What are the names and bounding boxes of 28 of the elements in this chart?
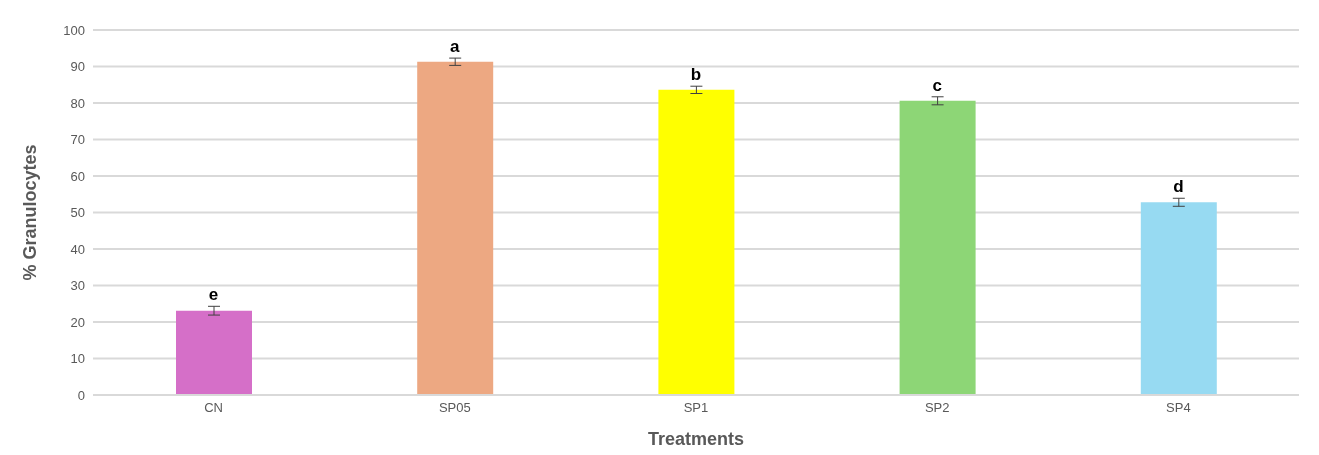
y-tick-label: 70: [70, 132, 85, 148]
y-tick-label: 10: [70, 351, 85, 367]
bar: [176, 310, 252, 395]
x-tick-label: SP05: [438, 400, 471, 416]
x-tick-label: CN: [204, 400, 223, 416]
y-tick-label: 0: [77, 387, 85, 403]
x-tick-label: SP1: [683, 400, 709, 416]
x-tick-label: SP2: [924, 400, 950, 416]
annotation: b: [690, 65, 702, 85]
bar: [899, 100, 976, 395]
bar: [1140, 202, 1217, 395]
y-tick-label: 80: [70, 95, 85, 111]
y-tick-label: 60: [70, 168, 85, 184]
y-tick-label: 20: [70, 314, 85, 330]
annotation: a: [450, 37, 461, 57]
y-tick-label: 40: [70, 241, 85, 257]
annotation: c: [932, 75, 942, 95]
annotation: d: [1173, 177, 1184, 197]
bar: [658, 89, 735, 395]
y-tick-label: 100: [63, 22, 85, 38]
x-axis-title: Treatments: [647, 429, 745, 449]
y-tick-label: 30: [70, 278, 85, 294]
annotation: e: [208, 285, 219, 305]
y-axis-title: % Granulocytes: [20, 144, 41, 281]
y-tick-label: 90: [70, 59, 85, 75]
y-tick-label: 50: [70, 205, 85, 221]
x-tick-label: SP4: [1166, 400, 1191, 416]
bar: [417, 61, 494, 395]
